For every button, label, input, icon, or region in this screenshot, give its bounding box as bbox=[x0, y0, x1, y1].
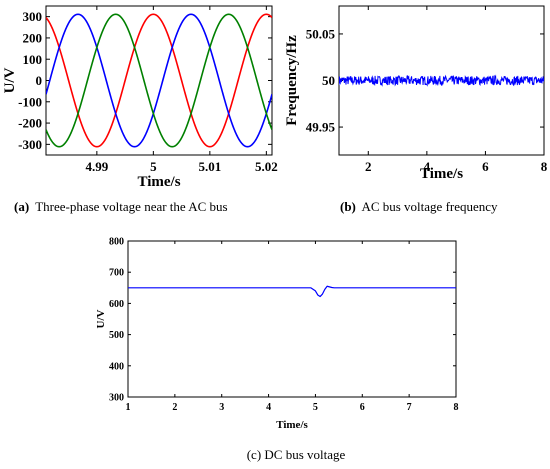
chart-c: 1 2 3 4 5 6 7 8 300 400 500 600 700 800 Time/s U/V bbox=[95, 237, 459, 432]
caption-b: (b) AC bus voltage frequency bbox=[340, 199, 498, 214]
caption-c: (c) DC bus voltage bbox=[247, 447, 346, 462]
caption-b-label: (b) bbox=[340, 199, 356, 214]
y-tick-label: 0 bbox=[36, 73, 43, 88]
y-tick-label: 50 bbox=[322, 73, 335, 88]
caption-a-text: Three-phase voltage near the AC bus bbox=[35, 199, 227, 214]
caption-a: (a) Three-phase voltage near the AC bus bbox=[14, 199, 228, 214]
y-axis-label: Frequency/Hz bbox=[284, 35, 300, 126]
chart-a: 4.99 5 5.01 5.02 -300 -200 -100 0 100 200 300 Time/… bbox=[2, 5, 278, 190]
chart-b: 2 4 6 8 49.95 50 50.05 Time/s Frequency/Hz bbox=[284, 5, 548, 182]
phase-voltage-line-1 bbox=[46, 13, 272, 148]
y-tick-label: 800 bbox=[109, 237, 124, 248]
y-tick-label: 300 bbox=[109, 393, 124, 404]
x-tick-label: 4 bbox=[266, 402, 271, 413]
y-tick-label: 49.95 bbox=[306, 120, 336, 135]
x-tick-label: 1 bbox=[126, 402, 131, 413]
y-tick-label: 400 bbox=[109, 361, 124, 372]
y-axis-label: U/V bbox=[95, 309, 107, 328]
y-tick-label: -300 bbox=[18, 137, 42, 152]
x-tick-label: 8 bbox=[454, 402, 459, 413]
y-tick-label: 700 bbox=[109, 268, 124, 279]
x-tick-label: 6 bbox=[482, 159, 489, 174]
y-tick-label: 600 bbox=[109, 299, 124, 310]
dc-voltage-line bbox=[128, 285, 456, 298]
frequency-line bbox=[339, 74, 544, 87]
caption-b-text: AC bus voltage frequency bbox=[361, 199, 498, 214]
y-tick-label: 500 bbox=[109, 330, 124, 341]
x-tick-label: 6 bbox=[360, 402, 365, 413]
y-tick-label: 50.05 bbox=[306, 26, 336, 41]
x-tick-label: 4.99 bbox=[85, 159, 108, 174]
x-axis-label: Time/s bbox=[276, 419, 308, 431]
x-tick-label: 5 bbox=[313, 402, 318, 413]
x-axis-label: Time/s bbox=[137, 174, 180, 190]
x-tick-label: 8 bbox=[541, 159, 548, 174]
x-axis-label: Time/s bbox=[420, 166, 463, 182]
y-tick-label: 200 bbox=[23, 30, 43, 45]
x-tick-label: 2 bbox=[172, 402, 177, 413]
y-tick-label: -100 bbox=[18, 94, 42, 109]
x-tick-label: 5 bbox=[150, 159, 157, 174]
x-tick-label: 7 bbox=[407, 402, 412, 413]
x-tick-label: 5.01 bbox=[198, 159, 221, 174]
y-tick-label: 100 bbox=[23, 52, 43, 67]
y-tick-label: 300 bbox=[23, 9, 43, 24]
caption-a-label: (a) bbox=[14, 199, 29, 214]
x-tick-label: 3 bbox=[219, 402, 224, 413]
y-tick-label: -200 bbox=[18, 116, 42, 131]
x-tick-label: 2 bbox=[365, 159, 372, 174]
x-tick-label: 5.02 bbox=[255, 159, 278, 174]
y-axis-label: U/V bbox=[2, 67, 18, 93]
phase-voltage-line-3 bbox=[46, 13, 272, 148]
phase-voltage-line-2 bbox=[46, 13, 272, 148]
plot-frame bbox=[127, 240, 457, 398]
x-tick-label: 4 bbox=[424, 159, 431, 174]
